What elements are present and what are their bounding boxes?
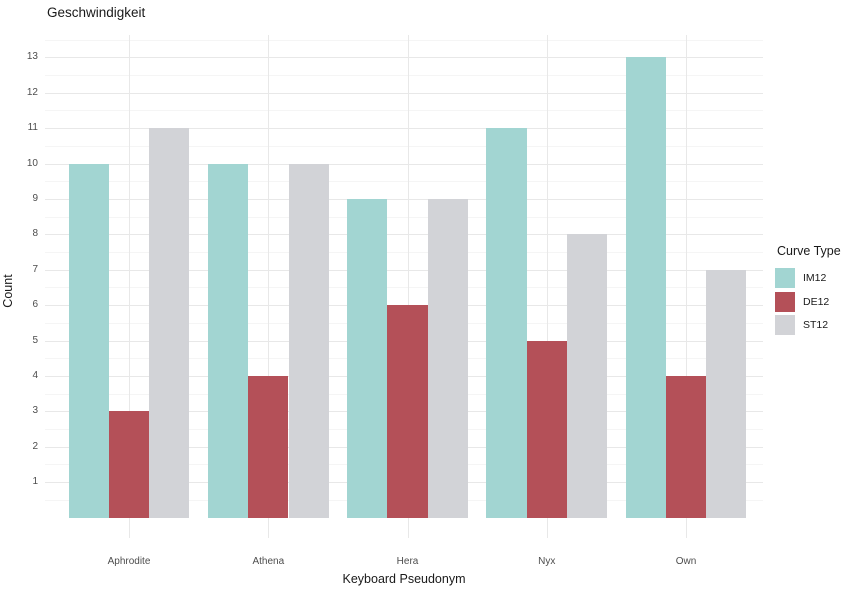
bar-ST12-Aphrodite <box>149 128 190 518</box>
gridline-major-horizontal <box>45 198 763 200</box>
legend-swatch-IM12 <box>775 268 795 288</box>
y-tick-label-9: 9 <box>32 192 38 204</box>
y-tick-label-12: 12 <box>26 86 38 98</box>
gridline-minor-horizontal <box>45 252 763 253</box>
y-tick-label-13: 13 <box>26 51 38 63</box>
bar-DE12-Athena <box>248 375 289 518</box>
y-axis-title: Count <box>1 274 15 308</box>
bar-DE12-Nyx <box>526 340 567 518</box>
x-tick-label-Hera: Hera <box>396 556 419 567</box>
bar-DE12-Aphrodite <box>108 411 150 518</box>
bar-ST12-Athena <box>288 163 329 518</box>
x-tick-label-Own: Own <box>675 556 697 567</box>
bar-DE12-Own <box>665 375 707 518</box>
legend-swatch-DE12 <box>775 291 795 312</box>
bar-DE12-Hera <box>387 305 428 518</box>
gridline-major-vertical <box>268 35 270 538</box>
legend-item-label: ST12 <box>803 319 829 331</box>
legend-title: Curve Type <box>777 244 841 258</box>
bar-IM12-Own <box>625 57 666 518</box>
gridline-minor-horizontal <box>45 75 763 76</box>
chart-title: Geschwindigkeit <box>47 5 146 20</box>
legend-item-label: IM12 <box>803 272 827 284</box>
gridline-major-vertical <box>546 35 548 538</box>
bar-IM12-Aphrodite <box>68 163 109 518</box>
legend-item-label: DE12 <box>803 295 830 308</box>
legend-item-ST12: ST12 <box>775 315 860 335</box>
legend-item-IM12: IM12 <box>775 268 860 288</box>
bar-IM12-Athena <box>207 163 249 518</box>
y-tick-label-3: 3 <box>32 405 38 417</box>
gridline-minor-horizontal <box>45 145 763 147</box>
y-tick-label-11: 11 <box>27 122 38 134</box>
x-tick-label-Nyx: Nyx <box>538 556 556 567</box>
y-tick-label-5: 5 <box>32 334 38 346</box>
gridline-major-horizontal <box>45 57 763 59</box>
y-tick-label-6: 6 <box>32 299 38 311</box>
y-tick-label-8: 8 <box>32 228 38 240</box>
gridline-major-horizontal <box>45 269 763 271</box>
gridline-major-horizontal <box>45 163 763 165</box>
legend-item-DE12: DE12 <box>775 291 860 312</box>
gridline-major-horizontal <box>45 92 763 94</box>
gridline-minor-horizontal <box>45 39 763 41</box>
gridline-minor-horizontal <box>45 181 763 183</box>
y-tick-label-10: 10 <box>26 157 38 169</box>
gridline-major-vertical <box>686 35 687 538</box>
y-tick-label-7: 7 <box>32 263 38 275</box>
bar-ST12-Hera <box>427 198 468 518</box>
gridline-minor-horizontal <box>45 287 763 289</box>
bar-ST12-Nyx <box>567 234 608 518</box>
gridline-major-vertical <box>407 35 409 538</box>
x-tick-label-Athena: Athena <box>252 556 285 567</box>
gridline-minor-horizontal <box>45 216 763 218</box>
bar-IM12-Nyx <box>486 128 527 518</box>
legend-swatch-ST12 <box>775 315 795 335</box>
gridline-major-horizontal <box>45 234 763 236</box>
y-tick-label-4: 4 <box>32 369 38 381</box>
y-tick-label-2: 2 <box>32 440 38 452</box>
plot-panel <box>45 35 763 538</box>
gridline-major-vertical <box>129 35 130 538</box>
x-tick-label-Aphrodite: Aphrodite <box>107 556 151 567</box>
y-tick-label-1: 1 <box>32 476 38 488</box>
bar-IM12-Hera <box>347 198 388 518</box>
bar-ST12-Own <box>706 269 747 518</box>
gridline-major-horizontal <box>45 128 763 130</box>
x-axis-title: Keyboard Pseudonym <box>342 572 466 586</box>
gridline-minor-horizontal <box>45 110 763 112</box>
